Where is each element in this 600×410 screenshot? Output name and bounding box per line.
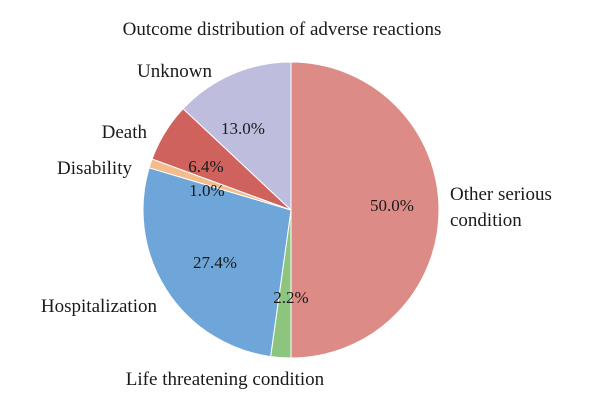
category-label: Life threatening condition — [126, 369, 325, 390]
value-label: 27.4% — [193, 253, 237, 272]
chart-title: Outcome distribution of adverse reaction… — [123, 19, 442, 40]
value-label: 6.4% — [188, 157, 223, 176]
category-label-line: Life threatening condition — [126, 369, 325, 390]
value-label: 1.0% — [189, 181, 224, 200]
category-label-line: condition — [450, 210, 522, 231]
category-label-line: Unknown — [137, 61, 212, 82]
category-label-line: Hospitalization — [41, 296, 158, 317]
category-label: Unknown — [137, 61, 212, 82]
category-label: Disability — [57, 158, 132, 179]
pie-slice-hospitalization — [142, 167, 292, 358]
category-label-line: Disability — [57, 158, 132, 179]
category-label: Hospitalization — [41, 296, 158, 317]
value-label: 50.0% — [370, 196, 414, 215]
category-labels: Other serious condition Life threatening c… — [41, 61, 552, 390]
category-label: Death — [102, 122, 148, 143]
category-label: Other serious condition — [450, 184, 552, 231]
value-label: 13.0% — [221, 119, 265, 138]
value-label: 2.2% — [273, 288, 308, 307]
category-label-line: Death — [102, 122, 148, 143]
category-label-line: Other serious — [450, 184, 552, 205]
pie-slices — [142, 61, 440, 359]
value-labels: 50.0% 2.2% 27.4% 1.0% 6.4% 13.0% — [188, 119, 414, 307]
pie-slice-other-serious-condition — [290, 61, 440, 359]
pie-slice-unknown — [182, 61, 292, 212]
